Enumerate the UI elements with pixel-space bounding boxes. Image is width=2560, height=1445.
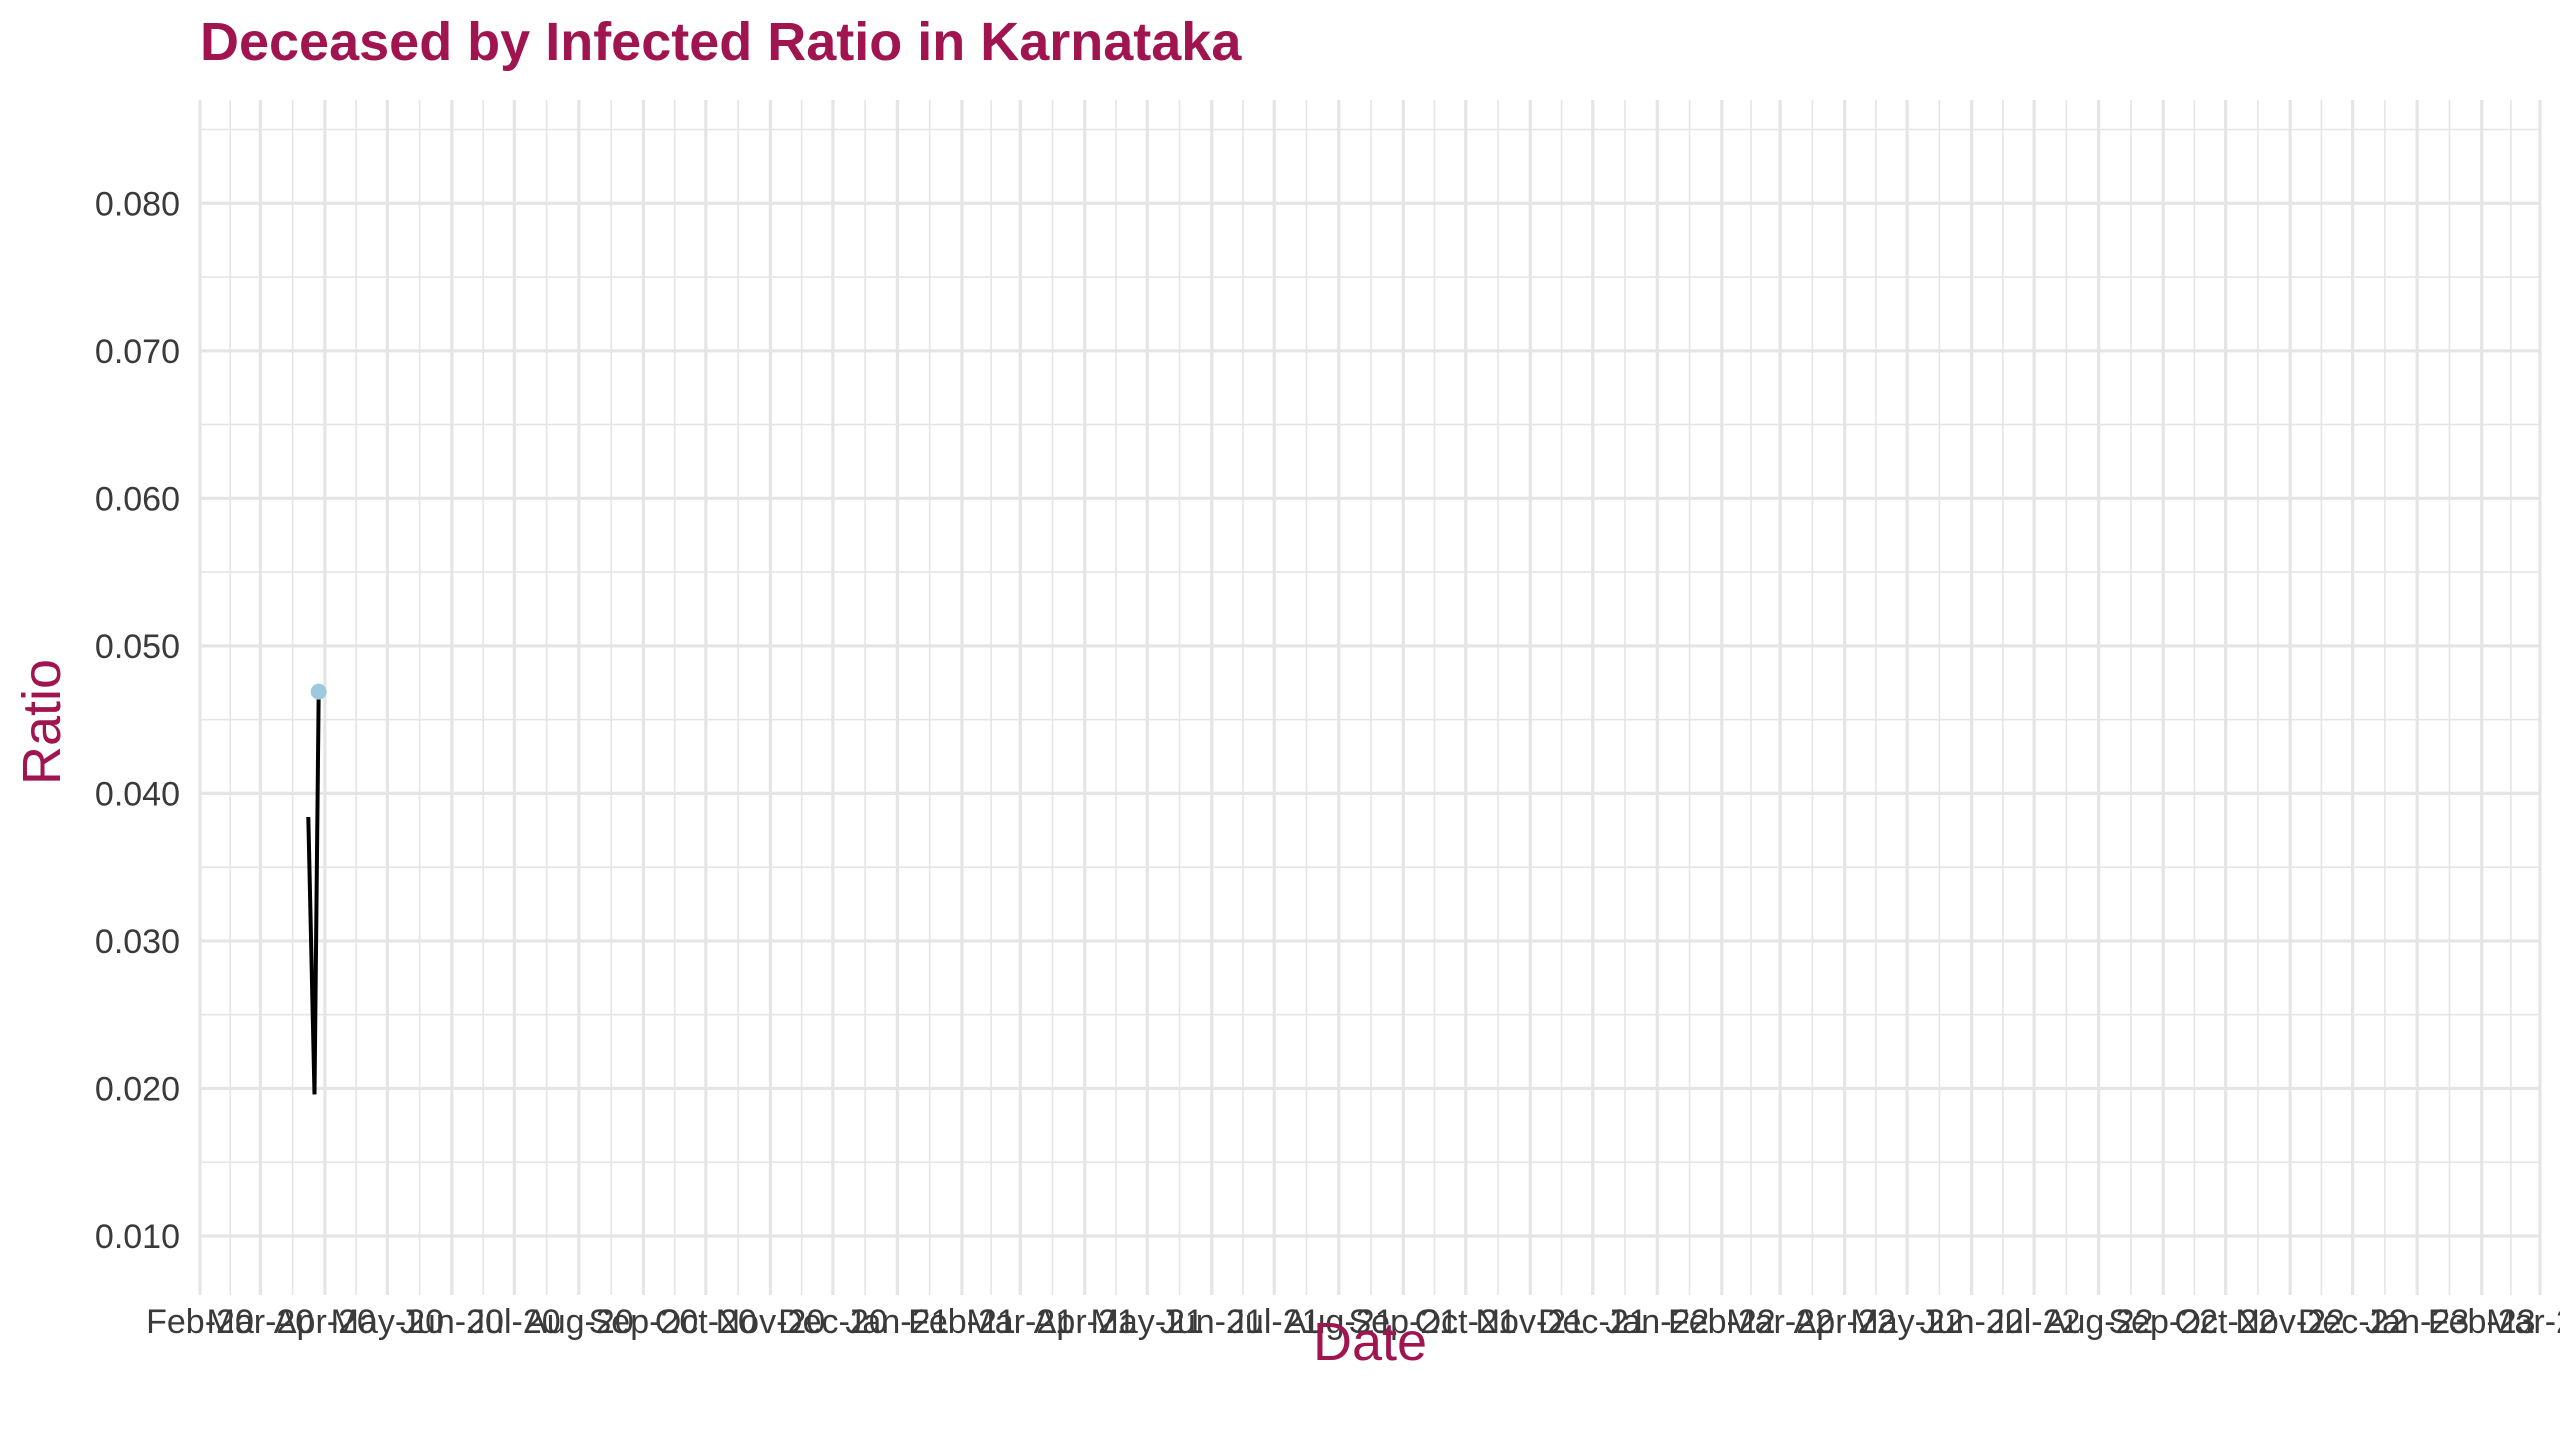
chart-title: Deceased by Infected Ratio in Karnataka	[200, 12, 1242, 72]
x-tick-label: Mar-22	[1726, 1303, 1834, 1341]
x-tick-label: Apr-22	[1794, 1303, 1896, 1341]
x-tick-label: Dec-20	[778, 1303, 888, 1341]
y-tick-label: 0.050	[95, 628, 180, 666]
x-tick-label: Jan-22	[1605, 1303, 1709, 1341]
x-tick-label: Jul-20	[468, 1303, 561, 1341]
x-tick-label: May-22	[1850, 1303, 1963, 1341]
series-line	[306, 691, 321, 1095]
x-tick-label: Oct-22	[2175, 1303, 2277, 1341]
x-axis-ticks: Feb-20Mar-20Apr-20May-20Jun-20Jul-20Aug-…	[146, 1303, 2560, 1341]
x-tick-label: Jan-23	[2365, 1303, 2469, 1341]
series-layer	[306, 683, 327, 1095]
x-tick-label: Mar-21	[966, 1303, 1074, 1341]
x-tick-label: Mar-23	[2486, 1303, 2560, 1341]
x-tick-label: Jun-22	[1920, 1303, 2024, 1341]
highlight-point	[310, 683, 327, 700]
grid-minor	[200, 100, 2540, 1295]
x-tick-label: May-20	[331, 1303, 444, 1341]
y-tick-label: 0.060	[95, 480, 180, 518]
y-tick-label: 0.030	[95, 923, 180, 961]
x-tick-label: Oct-20	[655, 1303, 757, 1341]
y-tick-label: 0.070	[95, 333, 180, 371]
x-tick-label: Mar-20	[207, 1303, 315, 1341]
x-tick-label: Jul-21	[1228, 1303, 1321, 1341]
x-tick-label: Nov-21	[1475, 1303, 1585, 1341]
x-tick-label: Feb-23	[2428, 1303, 2536, 1341]
x-tick-label: Jul-22	[1988, 1303, 2081, 1341]
x-tick-label: Feb-22	[1668, 1303, 1776, 1341]
y-tick-label: 0.040	[95, 775, 180, 813]
y-tick-label: 0.010	[95, 1218, 180, 1256]
x-tick-label: Dec-21	[1538, 1303, 1648, 1341]
x-tick-label: Jan-21	[845, 1303, 949, 1341]
grid-major	[198, 100, 2542, 1295]
x-tick-label: Nov-22	[2235, 1303, 2345, 1341]
y-axis-ticks: 0.010 0.020 0.030 0.040 0.050 0.060 0.070 0.080	[95, 185, 180, 1256]
y-tick-label: 0.080	[95, 185, 180, 223]
x-tick-label: Jun-20	[400, 1303, 504, 1341]
x-tick-label: Dec-22	[2298, 1303, 2408, 1341]
x-tick-label: Aug-22	[2044, 1303, 2154, 1341]
y-tick-label: 0.020	[95, 1070, 180, 1108]
x-tick-label: Oct-21	[1415, 1303, 1517, 1341]
x-tick-label: Jun-21	[1160, 1303, 1264, 1341]
y-axis-label: Ratio	[12, 659, 72, 785]
x-tick-label: May-21	[1091, 1303, 1204, 1341]
x-tick-label: Apr-21	[1034, 1303, 1136, 1341]
x-tick-label: Sep-22	[2108, 1303, 2218, 1341]
x-tick-label: Aug-21	[1284, 1303, 1394, 1341]
x-tick-label: Feb-21	[908, 1303, 1016, 1341]
x-tick-label: Sep-21	[1348, 1303, 1458, 1341]
x-tick-label: Aug-20	[524, 1303, 634, 1341]
x-tick-label: Feb-20	[146, 1303, 254, 1341]
x-axis-label: Date	[1313, 1312, 1427, 1372]
x-tick-label: Nov-20	[716, 1303, 826, 1341]
x-tick-label: Apr-20	[274, 1303, 376, 1341]
x-tick-label: Sep-20	[589, 1303, 699, 1341]
